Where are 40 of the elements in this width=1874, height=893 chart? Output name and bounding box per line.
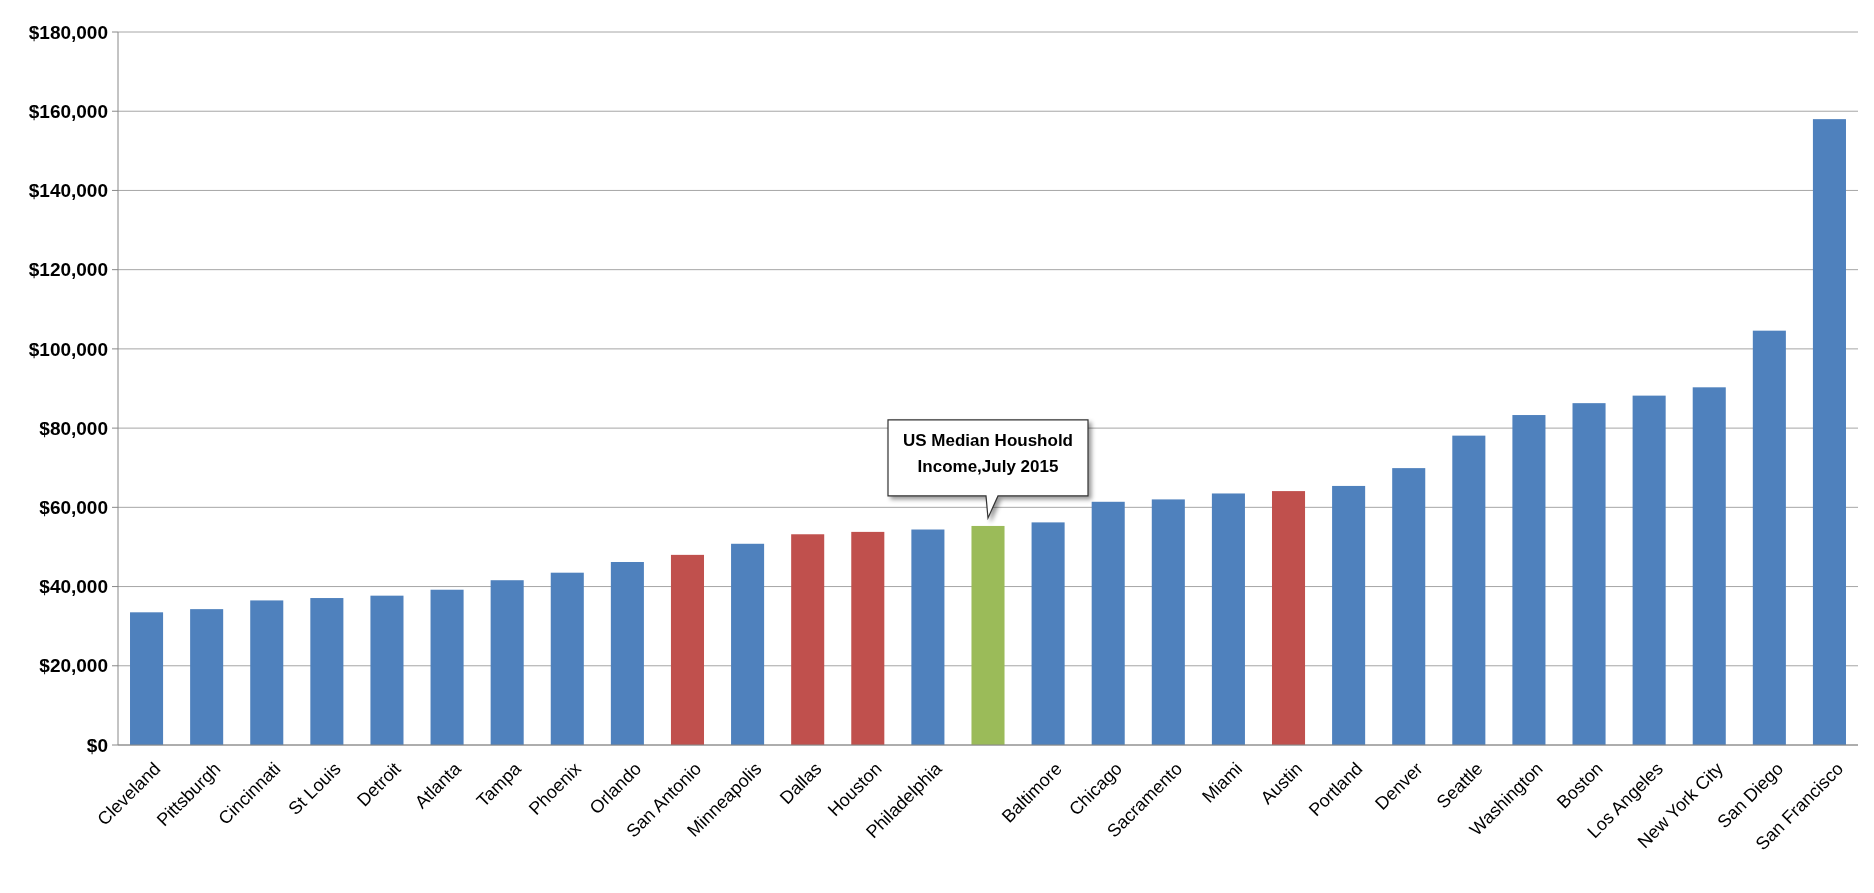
y-tick-label: $0 (86, 734, 108, 756)
bar (1812, 119, 1846, 745)
y-tick-label: $40,000 (39, 576, 108, 598)
bar (610, 562, 644, 745)
y-tick-label: $120,000 (28, 259, 108, 281)
bar (1452, 435, 1486, 745)
bar (1752, 330, 1786, 745)
bar (1151, 499, 1185, 745)
y-tick-label: $20,000 (39, 655, 108, 677)
y-tick-label: $160,000 (28, 100, 108, 122)
bar (731, 543, 765, 745)
bar (1632, 395, 1666, 745)
bar (851, 531, 885, 745)
bar (1572, 403, 1606, 745)
bar (130, 612, 164, 745)
annotation: US Median Houshold Income,July 2015 (903, 430, 1073, 476)
bar (971, 525, 1005, 745)
bar (791, 534, 825, 745)
bar (1692, 387, 1726, 745)
y-tick-label: $60,000 (39, 496, 108, 518)
bar (1271, 491, 1306, 745)
bar (1512, 415, 1546, 745)
bar (550, 572, 584, 745)
bar (911, 529, 945, 745)
y-tick-label: $100,000 (28, 338, 108, 360)
bar (310, 598, 344, 745)
y-tick-label: $140,000 (28, 180, 108, 202)
bar (1031, 522, 1065, 745)
bar (250, 600, 284, 745)
y-tick-label: $80,000 (39, 417, 108, 439)
bar (1091, 501, 1125, 745)
bar (490, 580, 524, 745)
y-tick-label: $180,000 (28, 21, 108, 43)
bar (190, 609, 224, 745)
bar (1211, 493, 1245, 745)
bar (1332, 485, 1366, 745)
bar (370, 595, 404, 745)
bar (430, 589, 464, 745)
bar (670, 554, 705, 745)
bar (1392, 468, 1426, 745)
